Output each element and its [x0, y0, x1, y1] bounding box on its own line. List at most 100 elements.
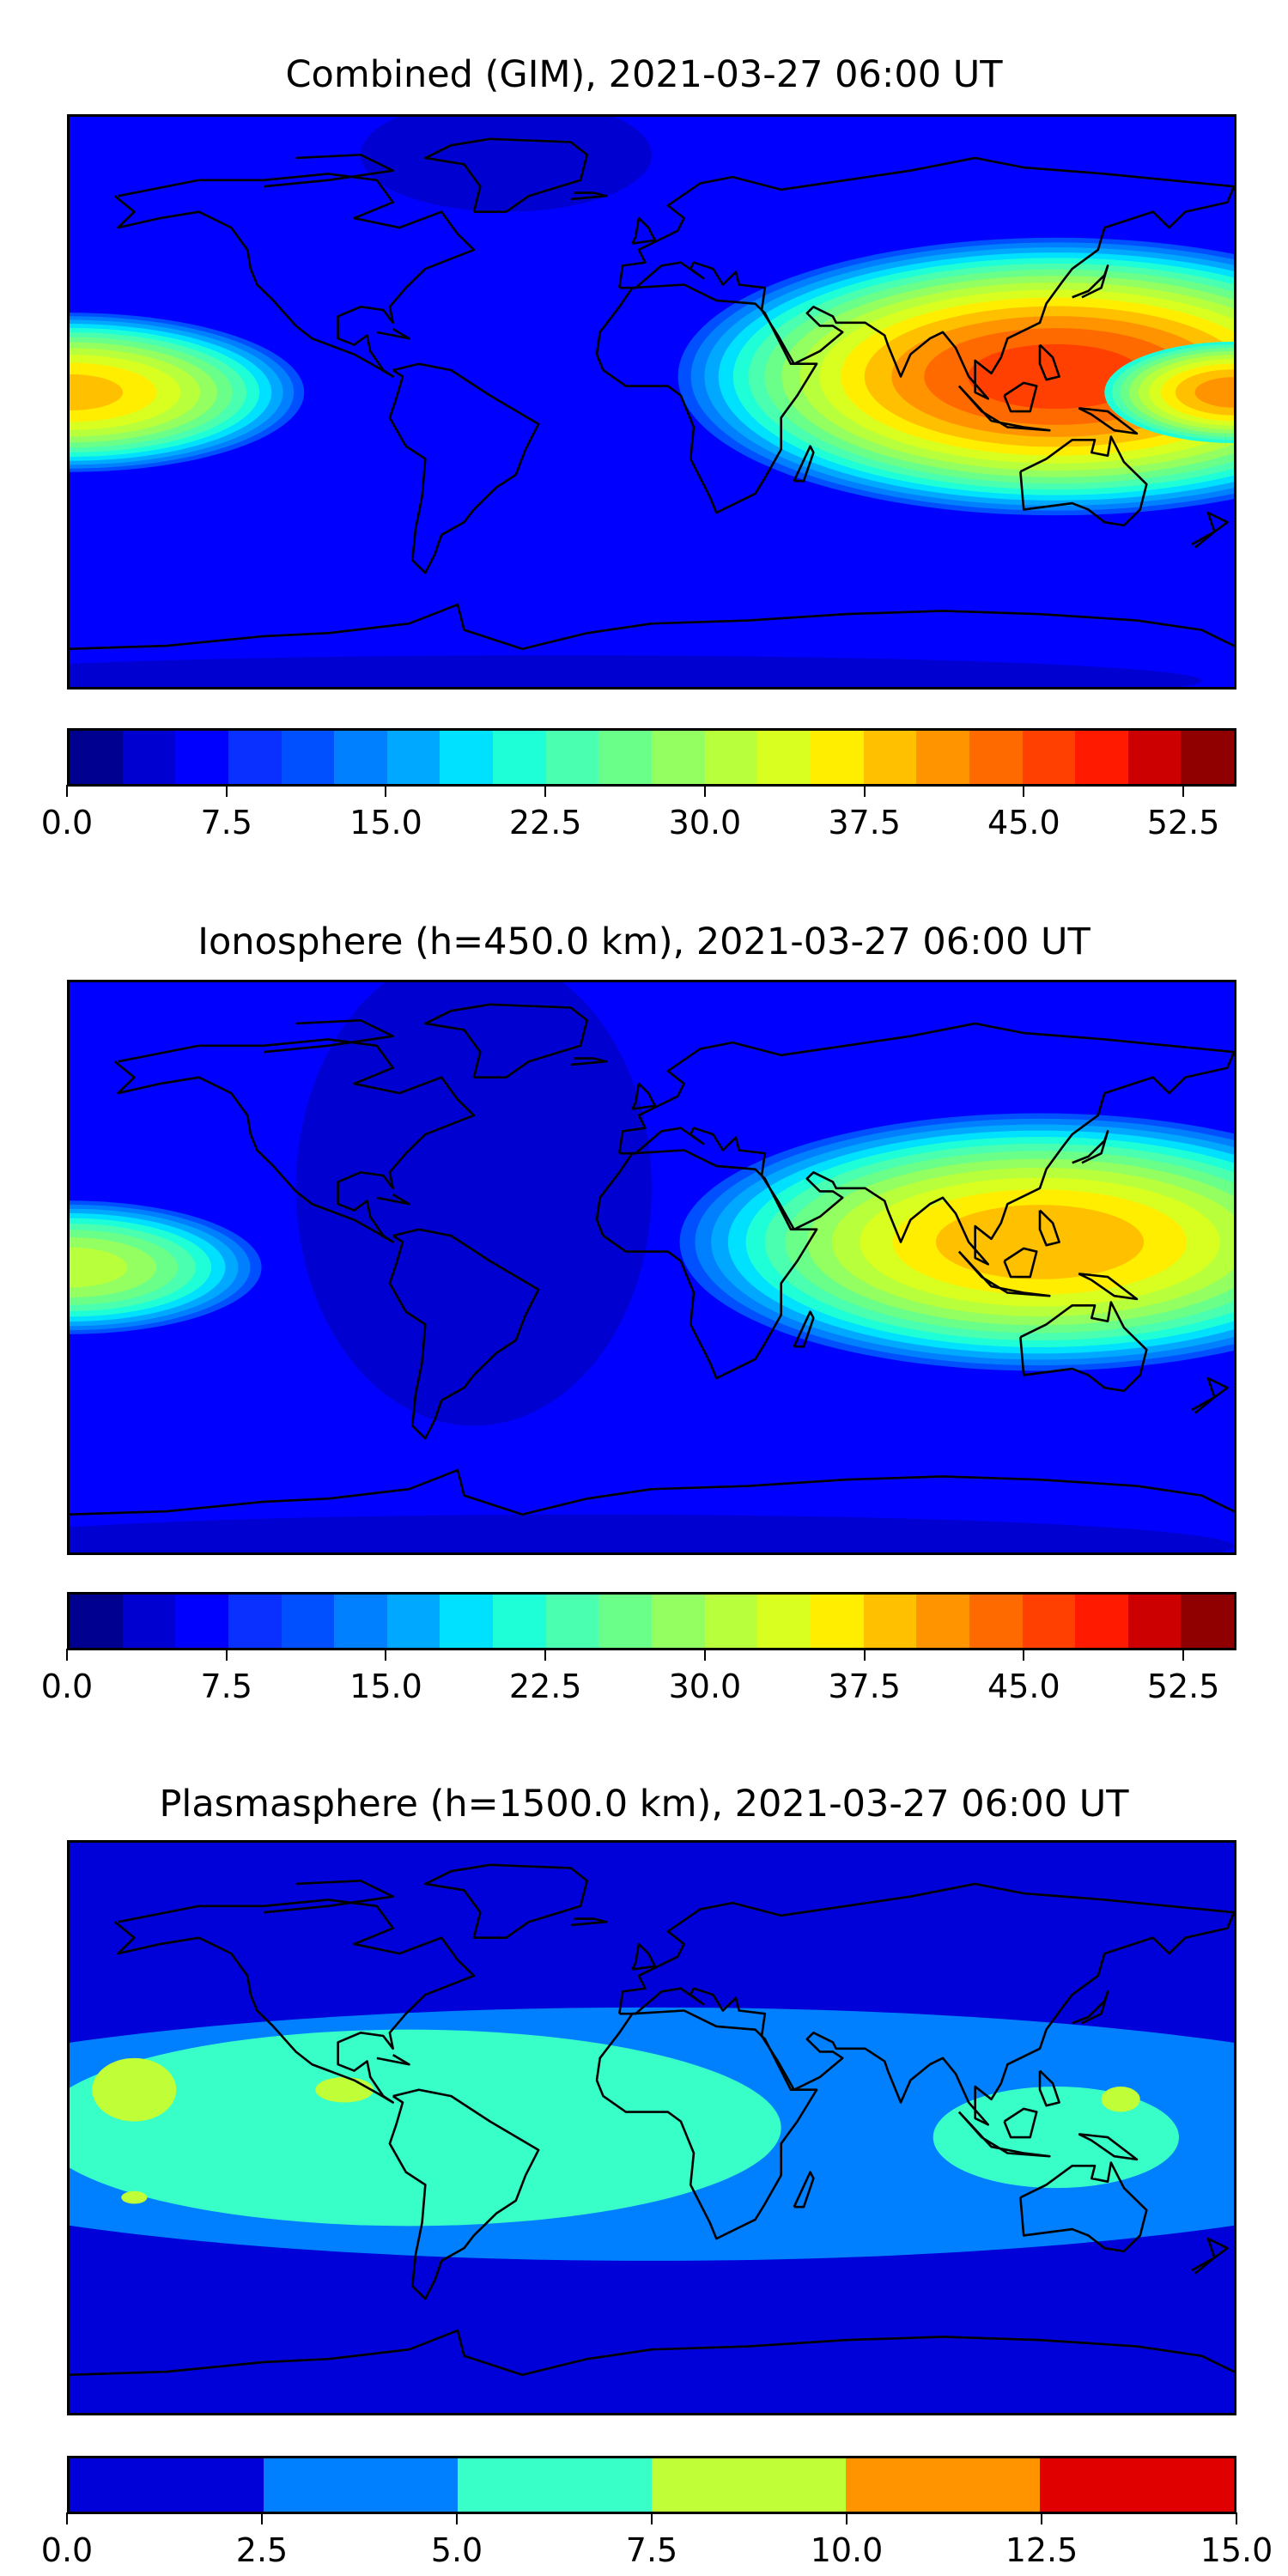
colorbar-level [598, 1595, 653, 1648]
coastline [390, 1230, 538, 1438]
colorbar-level [386, 1595, 440, 1648]
coastline [571, 1919, 606, 1925]
colorbar-level [334, 731, 387, 784]
colorbar-tick-label: 52.5 [1146, 1668, 1220, 1705]
coastline [115, 173, 474, 376]
map-ionosphere [67, 980, 1236, 1555]
contour-level [1194, 377, 1234, 408]
colorbar-tick-label: 37.5 [828, 1668, 901, 1705]
contour-level [70, 374, 124, 411]
coastline [571, 193, 606, 199]
coastline [619, 1884, 1234, 2124]
colorbar-tick-label: 15.0 [349, 1668, 422, 1705]
colorbar-tick [544, 785, 547, 797]
colorbar-tick [456, 2512, 458, 2524]
colorbar-tick [703, 1649, 706, 1661]
colorbar-tick-label: 37.5 [828, 804, 901, 841]
field-region [1101, 2087, 1140, 2112]
colorbar-tick [544, 1649, 547, 1661]
colorbar-tick-label: 12.5 [1005, 2531, 1078, 2569]
colorbar-tick-label: 2.5 [235, 2531, 289, 2569]
coastline [632, 1944, 654, 1970]
colorbar-tick [1041, 2512, 1042, 2524]
coastline [1005, 383, 1037, 411]
coastline [1192, 2239, 1227, 2274]
colorbar-tick [66, 1649, 68, 1661]
coastline [264, 155, 393, 186]
coastline [264, 1020, 393, 1052]
colorbar-level [281, 731, 335, 784]
colorbar-tick-label: 22.5 [508, 804, 582, 841]
map-plasmasphere [67, 1840, 1236, 2415]
colorbar-tick-label: 15.0 [1200, 2531, 1273, 2569]
coastline [1072, 1991, 1108, 2023]
coastline [1040, 1211, 1060, 1246]
coastline [959, 2112, 1049, 2157]
coastline [1192, 513, 1227, 548]
colorbar-tick-label: 45.0 [987, 804, 1060, 841]
colorbar-tick [385, 1649, 387, 1661]
coastline [377, 329, 410, 338]
coastline [425, 1865, 586, 1938]
colorbar-tick [1182, 1649, 1185, 1661]
colorbar-level [652, 731, 705, 784]
colorbar-level [264, 2458, 458, 2512]
colorbar-tick-label: 0.0 [40, 1668, 94, 1705]
field-region [933, 2087, 1179, 2189]
colorbar-level [846, 2458, 1040, 2512]
coastline [70, 605, 1234, 649]
colorbar-plasmasphere [67, 2456, 1236, 2514]
colorbar-tick [703, 785, 706, 797]
coastline [632, 218, 654, 244]
colorbar-tick [846, 2512, 848, 2524]
coastline [794, 2172, 814, 2208]
colorbar-level [863, 1595, 917, 1648]
contour-level [70, 1247, 128, 1288]
colorbar-level [810, 1595, 864, 1648]
coastline [1040, 2071, 1060, 2106]
field-region [70, 1514, 1234, 1552]
coastline [597, 2011, 817, 2239]
colorbar-level [1075, 731, 1128, 784]
colorbar-level [1022, 1595, 1076, 1648]
colorbar-tick-label: 10.0 [810, 2531, 884, 2569]
coastline [619, 1024, 1234, 1264]
field-region [121, 2190, 148, 2204]
coastline [1072, 265, 1108, 297]
colorbar-level [652, 2458, 846, 2512]
colorbar-tick-label: 30.0 [668, 1668, 742, 1705]
coastline [1020, 437, 1146, 526]
colorbar-level [916, 731, 969, 784]
coastline [959, 386, 1049, 431]
contour-level [935, 1205, 1145, 1279]
coastline [1078, 1273, 1137, 1299]
coastline [1005, 2109, 1037, 2137]
colorbar-level [1075, 1595, 1128, 1648]
coastline [70, 2330, 1234, 2375]
coastline [632, 1084, 654, 1109]
colorbar-tick-label: 45.0 [987, 1668, 1060, 1705]
coastline [794, 447, 814, 482]
coastline [425, 1005, 586, 1078]
coastline [377, 1194, 410, 1204]
coastline [1078, 408, 1137, 434]
colorbar-combined [67, 728, 1236, 787]
colorbar-level [458, 2458, 652, 2512]
colorbar-level [1181, 731, 1235, 784]
colorbar-level [704, 731, 758, 784]
colorbar-tick-label: 5.0 [430, 2531, 483, 2569]
colorbar-tick [1236, 2512, 1237, 2524]
field-region [295, 982, 652, 1426]
coastline [390, 2090, 538, 2299]
colorbar-tick [863, 1649, 866, 1661]
coastline [794, 1312, 814, 1347]
colorbar-level [969, 1595, 1023, 1648]
colorbar-tick [651, 2512, 653, 2524]
colorbar-level [70, 1595, 123, 1648]
colorbar-tick [863, 785, 866, 797]
colorbar-level [863, 731, 917, 784]
colorbar-level [70, 2458, 264, 2512]
colorbar-tick [1023, 1649, 1025, 1661]
field-region [315, 2076, 374, 2103]
colorbar-level [916, 1595, 969, 1648]
